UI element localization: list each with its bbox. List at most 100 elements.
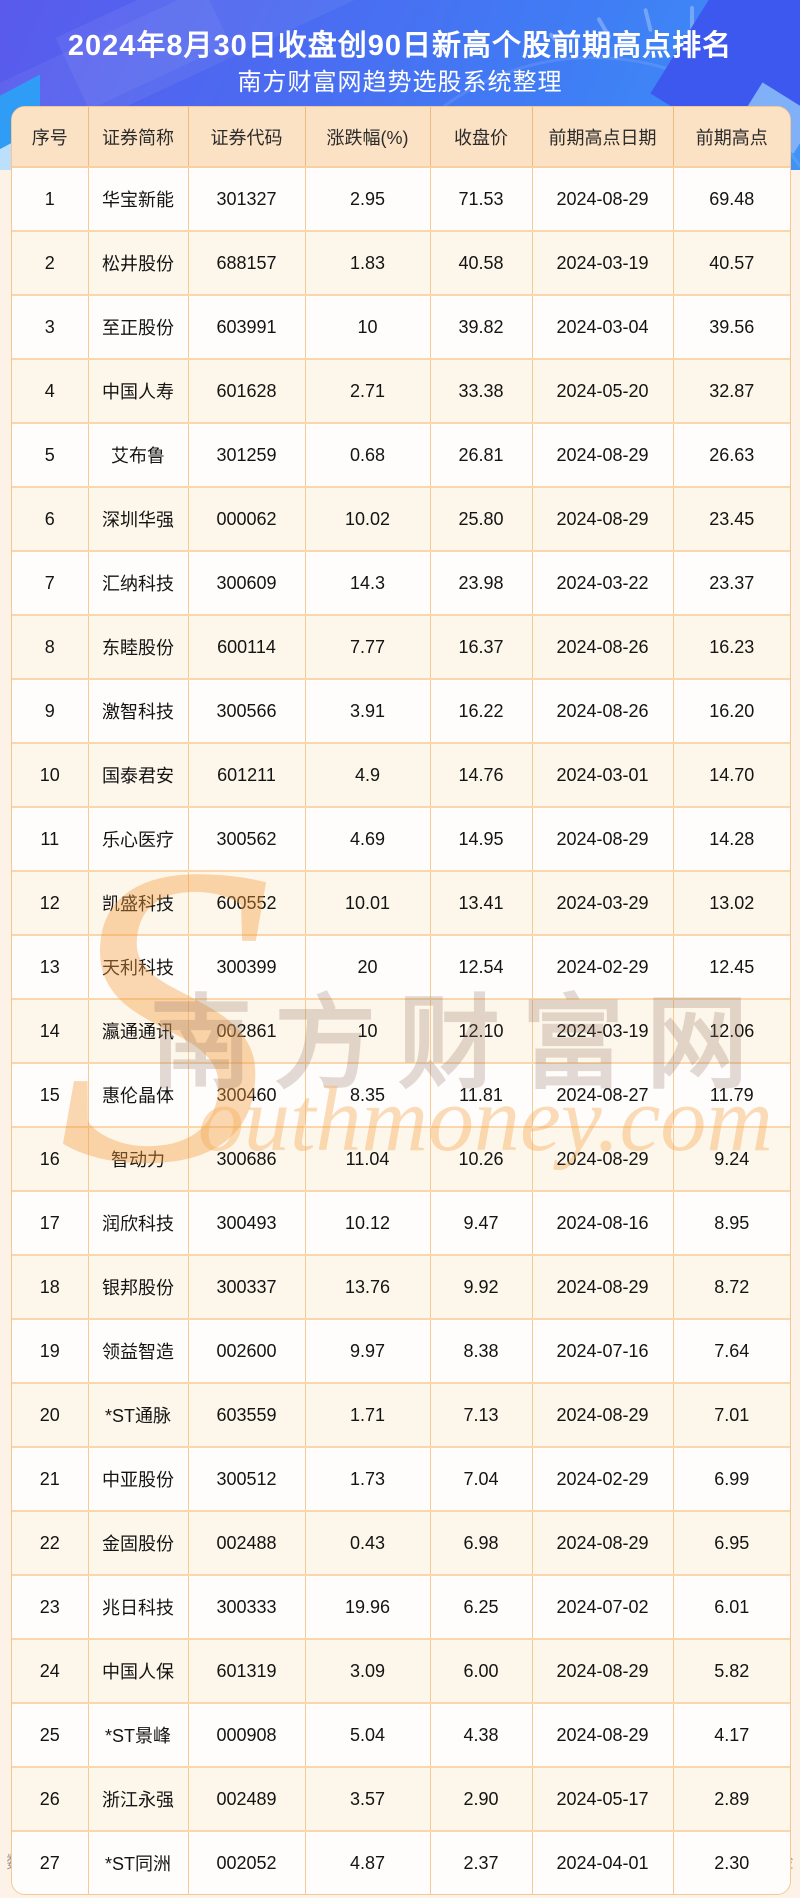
table-cell: 39.56	[673, 295, 790, 360]
table-cell: 2.95	[305, 167, 431, 232]
stocks-table: 序号 证券简称 证券代码 涨跌幅(%) 收盘价 前期高点日期 前期高点 1 华宝新…	[12, 107, 790, 1894]
table-cell: 2024-08-16	[532, 1191, 674, 1256]
table-cell: 24	[12, 1639, 89, 1704]
table-cell: 2024-08-26	[532, 679, 674, 744]
table-cell: 浙江永强	[88, 1767, 189, 1832]
table-cell: 22	[12, 1511, 89, 1576]
table-cell: 3.09	[305, 1639, 431, 1704]
table-cell: 3.91	[305, 679, 431, 744]
table-cell: 27	[12, 1831, 89, 1894]
table-row: 3 至正股份 603991 10 39.82 2024-03-04 39.56	[12, 295, 790, 360]
table-cell: 1.73	[305, 1447, 431, 1512]
table-row: 14 瀛通通讯 002861 10 12.10 2024-03-19 12.06	[12, 999, 790, 1064]
table-cell: 26.81	[430, 423, 533, 488]
table-cell: 5.82	[673, 1639, 790, 1704]
table-cell: 国泰君安	[88, 743, 189, 808]
table-cell: 1.83	[305, 231, 431, 296]
table-cell: 000908	[188, 1703, 306, 1768]
table-cell: 14.95	[430, 807, 533, 872]
table-cell: 33.38	[430, 359, 533, 424]
table-cell: 2024-02-29	[532, 1447, 674, 1512]
table-cell: 14.76	[430, 743, 533, 808]
table-cell: 2	[12, 231, 89, 296]
table-cell: 15	[12, 1063, 89, 1128]
table-cell: *ST同洲	[88, 1831, 189, 1894]
table-cell: 13	[12, 935, 89, 1000]
column-header-prev-high: 前期高点	[673, 107, 790, 168]
table-cell: 601211	[188, 743, 306, 808]
table-row: 6 深圳华强 000062 10.02 25.80 2024-08-29 23.45	[12, 487, 790, 552]
table-cell: 2.30	[673, 1831, 790, 1894]
table-cell: 中国人保	[88, 1639, 189, 1704]
table-cell: 8.35	[305, 1063, 431, 1128]
table-cell: 华宝新能	[88, 167, 189, 232]
table-cell: 16	[12, 1127, 89, 1192]
table-cell: 002488	[188, 1511, 306, 1576]
table-cell: 4.69	[305, 807, 431, 872]
table-cell: 19	[12, 1319, 89, 1384]
table-cell: 300460	[188, 1063, 306, 1128]
table-cell: 10.26	[430, 1127, 533, 1192]
table-cell: 002489	[188, 1767, 306, 1832]
table-cell: 5	[12, 423, 89, 488]
table-cell: 601628	[188, 359, 306, 424]
table-cell: 002052	[188, 1831, 306, 1894]
page-title: 2024年8月30日收盘创90日新高个股前期高点排名	[67, 30, 733, 62]
column-header-code: 证券代码	[188, 107, 306, 168]
table-cell: 002600	[188, 1319, 306, 1384]
table-cell: 2.37	[430, 1831, 533, 1894]
table-cell: *ST景峰	[88, 1703, 189, 1768]
table-cell: 至正股份	[88, 295, 189, 360]
table-cell: 乐心医疗	[88, 807, 189, 872]
table-cell: 19.96	[305, 1575, 431, 1640]
table-cell: 智动力	[88, 1127, 189, 1192]
table-cell: 6.01	[673, 1575, 790, 1640]
table-cell: 2024-08-29	[532, 1255, 674, 1320]
column-header-close-price: 收盘价	[430, 107, 533, 168]
table-row: 18 银邦股份 300337 13.76 9.92 2024-08-29 8.72	[12, 1255, 790, 1320]
table-cell: 11.81	[430, 1063, 533, 1128]
table-cell: 8.95	[673, 1191, 790, 1256]
table-cell: 20	[305, 935, 431, 1000]
table-cell: 9.47	[430, 1191, 533, 1256]
table-cell: 21	[12, 1447, 89, 1512]
table-cell: 中亚股份	[88, 1447, 189, 1512]
table-cell: 301327	[188, 167, 306, 232]
table-cell: 4.38	[430, 1703, 533, 1768]
table-cell: 凯盛科技	[88, 871, 189, 936]
table-cell: 3	[12, 295, 89, 360]
table-cell: 300512	[188, 1447, 306, 1512]
table-cell: 16.37	[430, 615, 533, 680]
table-cell: 18	[12, 1255, 89, 1320]
table-cell: 2024-07-02	[532, 1575, 674, 1640]
table-cell: 301259	[188, 423, 306, 488]
table-cell: 300493	[188, 1191, 306, 1256]
table-cell: 2.90	[430, 1767, 533, 1832]
table-cell: 14	[12, 999, 89, 1064]
table-cell: 4	[12, 359, 89, 424]
column-header-seq: 序号	[12, 107, 89, 168]
table-cell: 12.06	[673, 999, 790, 1064]
table-cell: 13.41	[430, 871, 533, 936]
table-row: 27 *ST同洲 002052 4.87 2.37 2024-04-01 2.30	[12, 1831, 790, 1894]
table-cell: 9.92	[430, 1255, 533, 1320]
table-cell: 300562	[188, 807, 306, 872]
table-row: 1 华宝新能 301327 2.95 71.53 2024-08-29 69.48	[12, 167, 790, 232]
table-cell: 6.00	[430, 1639, 533, 1704]
table-cell: 69.48	[673, 167, 790, 232]
table-cell: 2024-08-29	[532, 487, 674, 552]
table-cell: 9.24	[673, 1127, 790, 1192]
table-cell: 2024-03-22	[532, 551, 674, 616]
table-row: 5 艾布鲁 301259 0.68 26.81 2024-08-29 26.63	[12, 423, 790, 488]
table-cell: 23.37	[673, 551, 790, 616]
table-cell: 8.72	[673, 1255, 790, 1320]
table-cell: 4.17	[673, 1703, 790, 1768]
table-row: 11 乐心医疗 300562 4.69 14.95 2024-08-29 14.28	[12, 807, 790, 872]
table-cell: 16.20	[673, 679, 790, 744]
table-cell: 71.53	[430, 167, 533, 232]
table-cell: 1.71	[305, 1383, 431, 1448]
table-cell: 东睦股份	[88, 615, 189, 680]
table-cell: 603991	[188, 295, 306, 360]
table-cell: 26	[12, 1767, 89, 1832]
table-row: 7 汇纳科技 300609 14.3 23.98 2024-03-22 23.37	[12, 551, 790, 616]
